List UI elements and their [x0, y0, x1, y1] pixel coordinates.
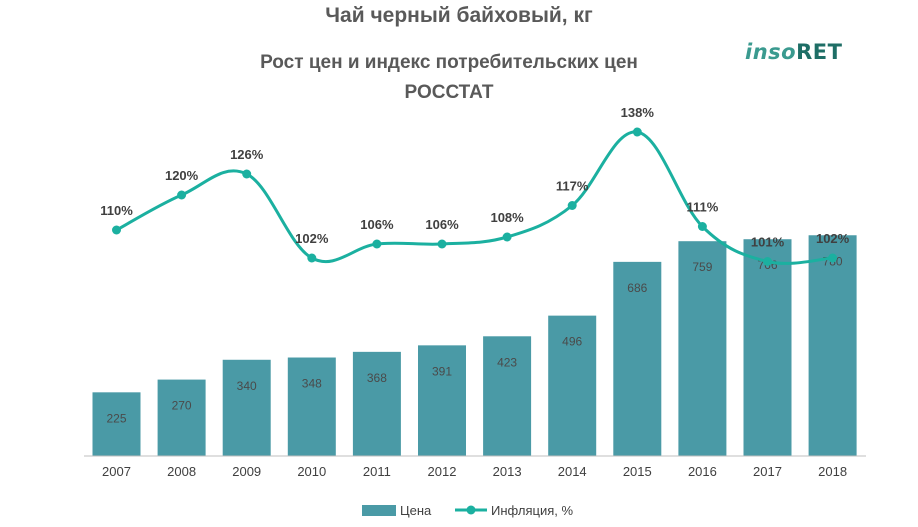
bar-2009	[222, 359, 271, 456]
bar-label-2014: 496	[562, 335, 582, 349]
insoret-logo: insoRET	[745, 40, 842, 64]
point-label-2013: 108%	[490, 210, 524, 225]
bar-2008	[157, 379, 206, 456]
bar-series	[92, 235, 857, 456]
inflation-points	[112, 127, 838, 266]
inflation-data-labels: 110% 120% 126% 102% 106% 106% 108% 117% 138% 111%…	[100, 105, 849, 250]
bar-label-2012: 391	[432, 364, 452, 378]
chart-source: РОССТАТ	[404, 82, 494, 103]
x-axis-ticks: 2007 2008 2009 2010 2011 2012 2013 2014 2015 2016…	[102, 464, 847, 479]
point-label-2010: 102%	[295, 231, 329, 246]
inflation-line	[115, 130, 833, 265]
bar-2013	[483, 336, 532, 456]
bar-2018	[808, 235, 857, 456]
point-2015	[632, 127, 642, 137]
x-tick-2013: 2013	[493, 464, 522, 479]
point-2008	[177, 190, 187, 200]
x-tick-2015: 2015	[623, 464, 652, 479]
point-2014	[567, 201, 577, 210]
legend: Цена Инфляция, %	[362, 503, 574, 518]
bar-2015	[613, 261, 662, 456]
legend-line-marker	[466, 505, 476, 515]
point-2007	[112, 225, 121, 235]
x-tick-2010: 2010	[297, 464, 326, 479]
bar-label-2016: 759	[692, 260, 712, 274]
point-label-2018: 102%	[816, 231, 850, 246]
bar-2011	[352, 351, 401, 456]
legend-bar-label: Цена	[400, 503, 432, 518]
x-tick-2016: 2016	[688, 464, 717, 479]
bar-2016	[678, 241, 727, 456]
point-label-2016: 111%	[686, 200, 718, 215]
x-tick-2018: 2018	[818, 464, 847, 479]
point-label-2011: 106%	[360, 217, 394, 232]
bar-label-2013: 423	[497, 355, 517, 369]
logo-part-2: RET	[796, 40, 843, 64]
point-label-2012: 106%	[425, 217, 459, 232]
x-tick-2008: 2008	[167, 464, 196, 479]
bar-2007	[92, 392, 141, 456]
bar-label-2008: 270	[172, 399, 192, 413]
x-tick-2017: 2017	[753, 464, 782, 479]
bar-label-2015: 686	[627, 281, 647, 295]
x-tick-2014: 2014	[558, 464, 587, 479]
point-label-2014: 117%	[556, 179, 589, 194]
point-label-2017: 101%	[751, 235, 785, 250]
chart-subtitle: Рост цен и индекс потребительских цен	[260, 52, 638, 73]
point-2012	[437, 239, 447, 249]
point-2009	[242, 169, 252, 179]
point-2011	[372, 239, 382, 249]
chart-title: Чай черный байховый, кг	[325, 4, 593, 27]
legend-line-label: Инфляция, %	[491, 503, 574, 518]
point-2018	[828, 253, 838, 263]
x-tick-2011: 2011	[363, 464, 391, 479]
x-tick-2012: 2012	[428, 464, 457, 479]
point-2017	[763, 257, 772, 266]
point-2013	[502, 232, 512, 242]
point-label-2008: 120%	[165, 168, 199, 183]
point-label-2007: 110%	[100, 203, 133, 218]
point-2010	[307, 253, 317, 263]
bar-label-2007: 225	[106, 411, 126, 425]
point-label-2009: 126%	[230, 147, 264, 162]
bar-2017	[743, 239, 792, 456]
logo-part-1: inso	[745, 40, 797, 64]
x-tick-2009: 2009	[232, 464, 261, 479]
bar-data-labels: 225270340348368391423496686759766780	[106, 254, 842, 425]
point-2016	[697, 222, 707, 231]
bar-2010	[287, 357, 336, 456]
x-tick-2007: 2007	[102, 464, 131, 479]
bar-label-2009: 340	[237, 379, 257, 393]
bar-2014	[548, 315, 597, 456]
bar-label-2011: 368	[367, 371, 387, 385]
bar-2012	[418, 345, 466, 456]
point-label-2015: 138%	[621, 105, 655, 120]
legend-bar-swatch	[362, 505, 396, 516]
bar-label-2010: 348	[302, 377, 322, 391]
